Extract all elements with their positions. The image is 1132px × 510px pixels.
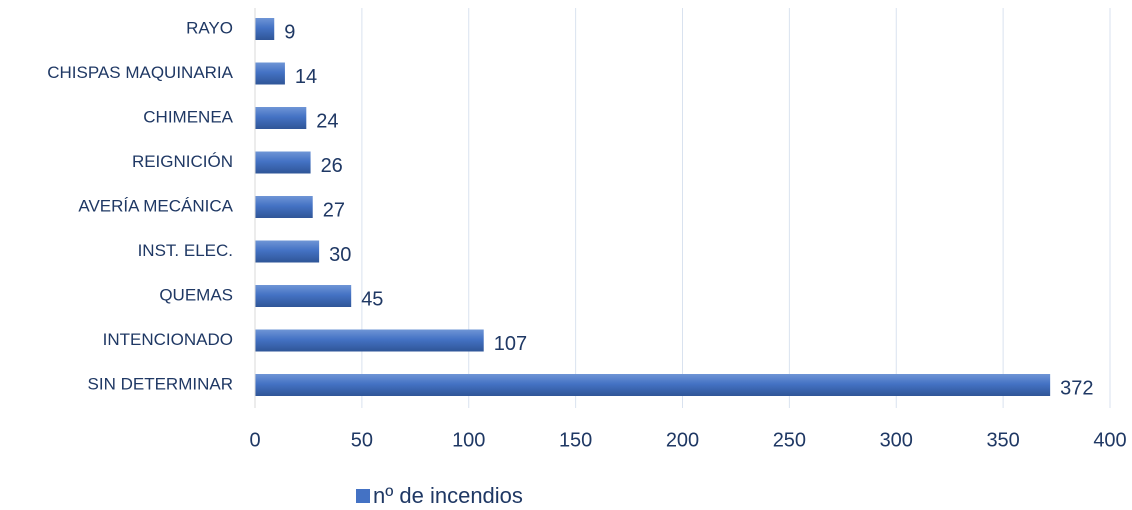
bar (255, 62, 285, 85)
bar (255, 151, 311, 174)
data-label: 107 (494, 333, 527, 355)
data-label: 27 (323, 199, 345, 221)
data-label: 26 (321, 155, 343, 177)
bar (255, 196, 313, 218)
bar (255, 374, 1051, 396)
legend-label: nº de incendios (373, 483, 523, 508)
y-tick-label: QUEMAS (159, 285, 233, 304)
bar (255, 285, 352, 307)
bar (255, 18, 275, 40)
data-label: 14 (295, 66, 317, 88)
data-label: 30 (329, 244, 351, 266)
y-tick-label: CHIMENEA (143, 107, 233, 126)
data-label: 45 (361, 288, 383, 310)
x-tick-label: 300 (880, 429, 913, 451)
x-tick-label: 350 (986, 429, 1019, 451)
x-tick-label: 200 (666, 429, 699, 451)
data-label: 9 (284, 21, 295, 43)
data-label: 372 (1060, 377, 1093, 399)
y-tick-label: INTENCIONADO (103, 330, 233, 349)
x-tick-label: 0 (249, 429, 260, 451)
bar (255, 329, 484, 352)
x-tick-label: 150 (559, 429, 592, 451)
y-tick-label: CHISPAS MAQUINARIA (47, 63, 233, 82)
x-tick-label: 100 (452, 429, 485, 451)
bar (255, 240, 320, 263)
x-tick-label: 400 (1093, 429, 1126, 451)
y-tick-label: SIN DETERMINAR (88, 374, 233, 393)
x-tick-label: 50 (351, 429, 373, 451)
y-tick-label: REIGNICIÓN (132, 152, 233, 171)
data-label: 24 (316, 110, 338, 132)
y-tick-label: AVERÍA MECÁNICA (78, 196, 233, 215)
y-tick-label: RAYO (186, 18, 233, 37)
x-tick-label: 250 (773, 429, 806, 451)
y-tick-label: INST. ELEC. (138, 241, 233, 260)
legend-swatch (356, 489, 370, 503)
bar (255, 107, 307, 129)
